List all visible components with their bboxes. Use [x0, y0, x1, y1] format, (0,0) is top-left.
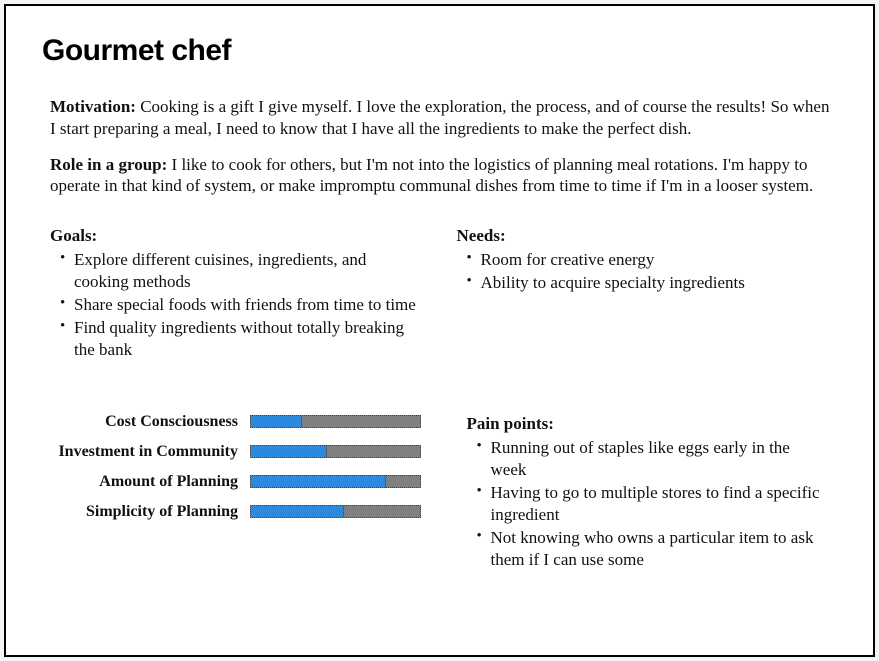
role-paragraph: Role in a group: I like to cook for othe… [50, 154, 837, 198]
goals-needs-row: Goals: Explore different cuisines, ingre… [50, 225, 837, 363]
role-label: Role in a group: [50, 155, 167, 174]
persona-description: Motivation: Cooking is a gift I give mys… [50, 96, 837, 197]
needs-list: Room for creative energy Ability to acqu… [457, 249, 838, 294]
motivation-text: Cooking is a gift I give myself. I love … [50, 97, 829, 138]
bar-label: Simplicity of Planning [50, 503, 250, 521]
goals-section: Goals: Explore different cuisines, ingre… [50, 225, 431, 363]
bar-track [250, 475, 421, 488]
attribute-bars: Cost Consciousness Investment in Communi… [50, 413, 441, 573]
bar-track [250, 415, 421, 428]
bar-fill [251, 446, 327, 457]
list-item: Not knowing who owns a particular item t… [491, 527, 838, 571]
bar-row: Simplicity of Planning [50, 503, 421, 521]
list-item: Room for creative energy [481, 249, 838, 271]
bar-fill [251, 506, 344, 517]
bar-fill [251, 476, 386, 487]
bar-row: Investment in Community [50, 443, 421, 461]
list-item: Ability to acquire specialty ingredients [481, 272, 838, 294]
needs-label: Needs: [457, 225, 838, 247]
motivation-paragraph: Motivation: Cooking is a gift I give mys… [50, 96, 837, 140]
needs-section: Needs: Room for creative energy Ability … [457, 225, 838, 363]
persona-title: Gourmet chef [42, 34, 837, 68]
pain-list: Running out of staples like eggs early i… [467, 437, 838, 572]
bar-track [250, 505, 421, 518]
bar-label: Cost Consciousness [50, 413, 250, 431]
list-item: Having to go to multiple stores to find … [491, 482, 838, 526]
pain-label: Pain points: [467, 413, 838, 435]
bars-pain-row: Cost Consciousness Investment in Communi… [50, 413, 837, 573]
bar-label: Investment in Community [50, 443, 250, 461]
bar-fill [251, 416, 302, 427]
motivation-label: Motivation: [50, 97, 136, 116]
bar-label: Amount of Planning [50, 473, 250, 491]
bar-track [250, 445, 421, 458]
goals-label: Goals: [50, 225, 431, 247]
persona-card: Gourmet chef Motivation: Cooking is a gi… [4, 4, 875, 657]
bar-row: Cost Consciousness [50, 413, 421, 431]
pain-points-section: Pain points: Running out of staples like… [467, 413, 838, 573]
goals-list: Explore different cuisines, ingredients,… [50, 249, 431, 361]
list-item: Running out of staples like eggs early i… [491, 437, 838, 481]
bar-row: Amount of Planning [50, 473, 421, 491]
list-item: Explore different cuisines, ingredients,… [74, 249, 431, 293]
list-item: Find quality ingredients without totally… [74, 317, 431, 361]
list-item: Share special foods with friends from ti… [74, 294, 431, 316]
